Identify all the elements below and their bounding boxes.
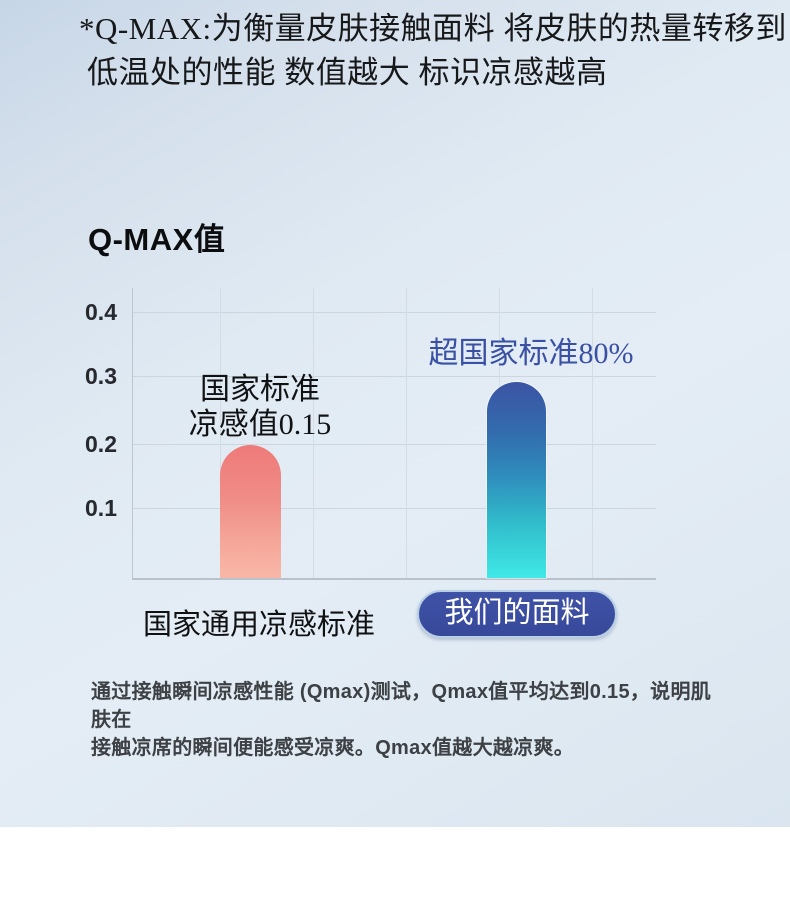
gridline-vertical bbox=[406, 288, 407, 578]
national-standard-annotation-line2: 凉感值0.15 bbox=[188, 408, 332, 441]
gridline-horizontal bbox=[133, 508, 656, 509]
x-label-national-standard: 国家通用凉感标准 bbox=[142, 609, 375, 641]
national-standard-annotation-line1: 国家标准 bbox=[200, 373, 320, 406]
our-fabric-badge[interactable]: 我们的面料 bbox=[417, 590, 617, 638]
qmax-test-description-line1: 通过接触瞬间凉感性能 (Qmax)测试，Qmax值平均达到0.15，说明肌肤在 bbox=[91, 681, 712, 731]
qmax-definition-line1: *Q-MAX:为衡量皮肤接触面料 将皮肤的热量转移到 bbox=[79, 11, 787, 46]
y-axis-tick-0-4: 0.4 bbox=[85, 299, 117, 325]
bar-national-standard bbox=[220, 445, 281, 578]
gridline-horizontal bbox=[133, 376, 656, 377]
bottom-white-strip bbox=[0, 827, 790, 920]
qmax-definition-line2: 低温处的性能 数值越大 标识凉感越高 bbox=[87, 55, 608, 90]
gridline-horizontal bbox=[133, 444, 656, 445]
y-axis-tick-0-2: 0.2 bbox=[85, 431, 117, 457]
qmax-definition-note: *Q-MAX:为衡量皮肤接触面料 将皮肤的热量转移到 低温处的性能 数值越大 标… bbox=[79, 7, 787, 95]
chart-title: Q-MAX值 bbox=[88, 222, 226, 257]
gridline-vertical bbox=[313, 288, 314, 578]
national-standard-annotation: 国家标准 凉感值0.15 bbox=[150, 372, 370, 442]
qmax-test-description-line2: 接触凉席的瞬间便能感受凉爽。Qmax值越大越凉爽。 bbox=[91, 737, 575, 759]
gridline-vertical bbox=[592, 288, 593, 578]
plot-area bbox=[132, 288, 656, 580]
y-axis-tick-0-1: 0.1 bbox=[85, 495, 117, 521]
qmax-test-description: 通过接触瞬间凉感性能 (Qmax)测试，Qmax值平均达到0.15，说明肌肤在 … bbox=[91, 678, 721, 762]
blue-gradient-background bbox=[0, 0, 790, 827]
exceeds-standard-annotation: 超国家标准80% bbox=[428, 337, 634, 370]
bar-our-fabric bbox=[487, 382, 546, 578]
gridline-horizontal bbox=[133, 312, 656, 313]
y-axis-tick-0-3: 0.3 bbox=[85, 363, 117, 389]
gridline-vertical bbox=[220, 288, 221, 578]
